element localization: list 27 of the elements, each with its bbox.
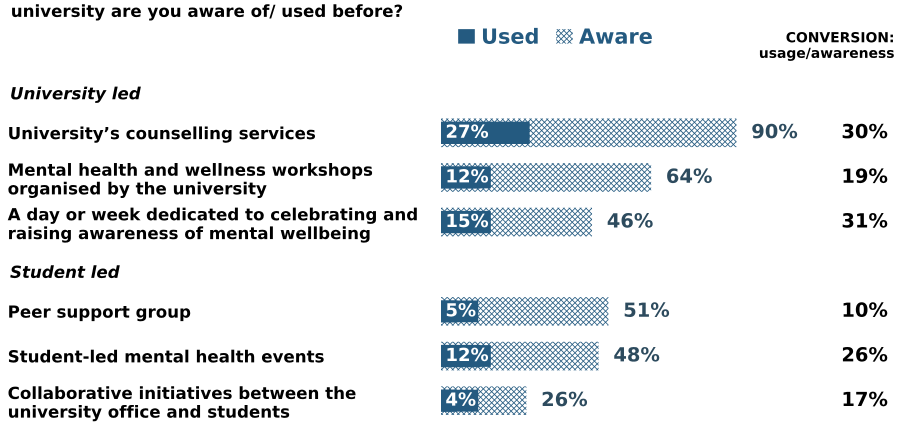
data-label: 46% [608, 213, 653, 228]
text: 31% [842, 213, 888, 228]
data-label: 64% [667, 168, 712, 184]
y-tick-label: Peer support group [9, 305, 190, 322]
y-tick-label: A day or week dedicated to celebrating and raising awareness of mental wellbeing [8, 208, 417, 243]
data-label: 48% [614, 346, 660, 362]
text: CONVERSION: usage/awareness [760, 32, 894, 61]
text: Student led [10, 265, 120, 278]
y-tick-label: Mental health and wellness workshops organised by the university [8, 163, 372, 198]
text: 19% [844, 168, 888, 184]
text: 17% [844, 392, 888, 406]
y-tick-label: University’s counselling services [9, 126, 316, 143]
text: 10% [844, 302, 888, 318]
data-label: 90% [752, 124, 798, 138]
text: university are you aware of/ used before? [12, 4, 402, 20]
data-label: 27% [446, 124, 488, 138]
data-label: 51% [624, 302, 670, 318]
text: University led [11, 86, 141, 103]
text: 30% [842, 124, 888, 138]
y-tick-label: Student-led mental health events [8, 350, 324, 363]
text: 26% [842, 346, 888, 362]
legend-label: Aware [579, 28, 652, 44]
data-label: 4% [446, 392, 476, 406]
data-label: 26% [542, 392, 588, 406]
y-tick-label: Collaborative initiatives between the university office and students [8, 386, 356, 422]
legend-label: Used [482, 28, 538, 44]
data-label: 15% [447, 214, 488, 228]
